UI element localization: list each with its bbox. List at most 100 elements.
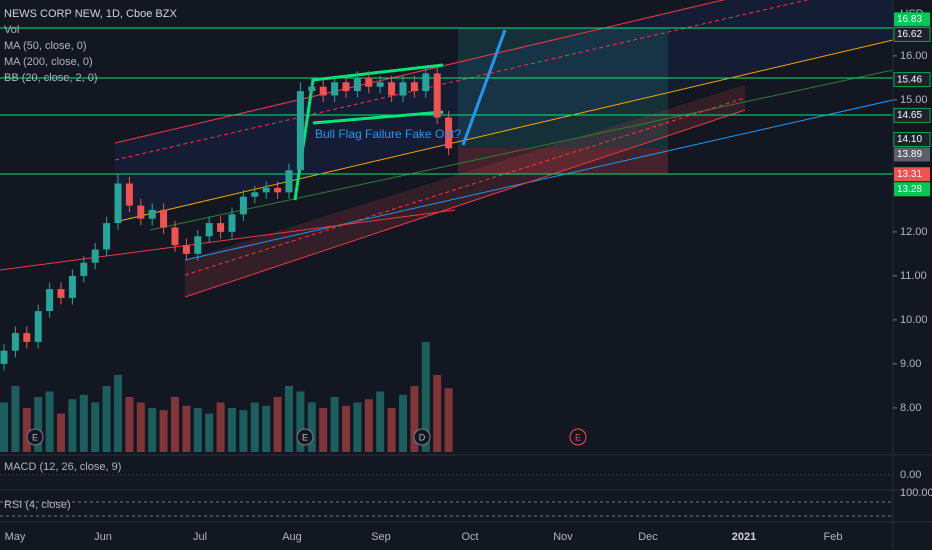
volume-bar: [216, 402, 225, 452]
y-tick-label: 9.00: [900, 358, 921, 370]
volume-bar: [45, 391, 54, 452]
candle-body: [410, 82, 418, 92]
candle-body: [228, 214, 236, 232]
event-marker: [413, 428, 431, 446]
y-tick-label: 10.00: [900, 314, 928, 326]
volume-bar: [399, 394, 407, 452]
y-tick-label: 12.00: [900, 226, 928, 238]
candle-body: [114, 183, 122, 224]
volume-bar: [239, 410, 248, 452]
event-label: E: [32, 432, 38, 442]
candle-body: [274, 187, 282, 193]
candle-body: [399, 82, 407, 96]
channel-line: [0, 209, 456, 271]
y-tick-label: 15.00: [900, 94, 928, 106]
candle-body: [239, 196, 247, 215]
price-tag-label: 15.46: [897, 74, 922, 85]
macd-label: MACD (12, 26, close, 9): [4, 461, 121, 473]
price-tag-label: 14.10: [897, 134, 922, 145]
indicator: MA (50, close, 0): [4, 40, 87, 52]
volume-bar: [91, 402, 100, 452]
volume-bar: [22, 408, 31, 452]
y-tick-label: 8.00: [900, 402, 921, 414]
candle-body: [23, 333, 31, 342]
event-label: E: [575, 432, 581, 442]
volume-bar: [296, 391, 305, 452]
volume-bar: [364, 399, 373, 452]
price-tag-label: 13.28: [897, 184, 922, 195]
event-label: E: [302, 432, 308, 442]
channel-line: [114, 0, 726, 144]
rsi-tick: 100.00: [900, 487, 932, 499]
x-tick-label: May: [5, 531, 26, 543]
volume-bar: [342, 405, 350, 452]
volume-bar: [125, 397, 134, 452]
candle-body: [34, 311, 42, 342]
volume-bar: [421, 342, 430, 452]
channel-fill-low: [185, 85, 745, 297]
candle-body: [103, 223, 111, 250]
price-tag: [893, 132, 931, 147]
candle-body: [0, 350, 8, 364]
price-tag: [893, 72, 931, 88]
x-tick-label: Dec: [638, 531, 658, 543]
volume-bar: [250, 402, 259, 452]
price-tag: [893, 26, 931, 42]
x-tick-label: Feb: [824, 531, 843, 543]
drawings: [0, 0, 894, 298]
macd-tick: 0.00: [900, 469, 921, 481]
volume-bar: [182, 405, 191, 452]
volume-bar: [376, 391, 385, 452]
price-tag: [894, 167, 930, 182]
volume-bar: [319, 408, 328, 452]
candle-body: [11, 333, 19, 351]
loss-zone: [458, 148, 668, 174]
volume-bar: [79, 394, 88, 452]
candle-body: [125, 183, 133, 206]
candle-body: [445, 117, 453, 149]
volume-bar: [102, 386, 111, 452]
channel-line: [184, 109, 746, 298]
candle-body: [46, 289, 54, 312]
projection-arrow: [461, 29, 507, 146]
candle-body: [80, 262, 88, 276]
price-tag-label: 16.83: [897, 14, 922, 25]
candle-body: [376, 82, 384, 87]
price-tag: [894, 12, 930, 27]
price-tag-label: 16.62: [897, 29, 922, 40]
candle-body: [217, 223, 225, 232]
x-tick-label: Nov: [553, 531, 573, 543]
price-tag: [894, 182, 930, 197]
channel-line: [114, 0, 809, 161]
volume-bar: [171, 397, 179, 452]
volume-bar: [353, 402, 362, 452]
volume-bar: [387, 408, 396, 452]
candle-body: [285, 170, 293, 193]
candle-body: [57, 289, 65, 298]
y-tick-label: 11.00: [900, 270, 927, 282]
volume-bar: [0, 402, 8, 452]
volume-bar: [68, 399, 77, 452]
candle-body: [171, 227, 179, 246]
volume-bar: [307, 402, 316, 452]
volume-bar: [262, 405, 271, 452]
x-tick-label: Aug: [282, 531, 302, 543]
volume-bar: [34, 397, 43, 452]
volume-bar: [205, 413, 214, 452]
candle-body: [319, 86, 327, 96]
volume-bar: [410, 386, 419, 452]
x-tick-label: Oct: [461, 531, 478, 543]
y-tick-label: 16.00: [900, 50, 928, 62]
price-tag-label: 13.89: [897, 149, 922, 160]
profit-zone: [458, 28, 668, 148]
candle-body: [433, 73, 441, 118]
volume-bar: [159, 410, 168, 452]
volume-bar: [136, 402, 145, 452]
volume-bar: [273, 397, 282, 452]
candle-body: [353, 77, 361, 92]
event-marker: [26, 428, 44, 446]
volume-bar: [11, 386, 20, 452]
candle-body: [365, 77, 373, 87]
candle-body: [194, 236, 202, 254]
